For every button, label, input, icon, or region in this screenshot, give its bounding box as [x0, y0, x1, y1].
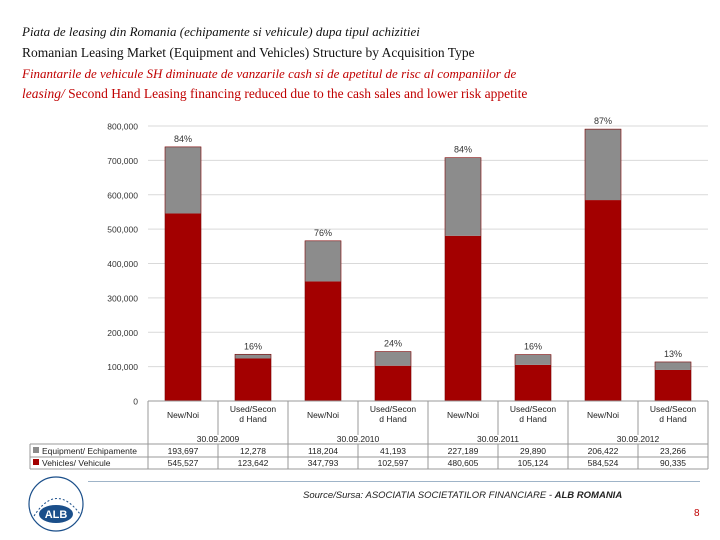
table-value: 480,605 [448, 458, 479, 468]
bar-vehicles [585, 200, 621, 401]
bar-equipment [445, 157, 481, 236]
bar-top-label: 16% [244, 341, 262, 351]
x-group-label: 30.09.2011 [477, 434, 519, 444]
alb-logo: ALB [28, 476, 84, 532]
table-value: 227,189 [448, 446, 479, 456]
y-tick-label: 100,000 [107, 362, 138, 372]
bar-vehicles [165, 213, 201, 401]
bar-vehicles [445, 235, 481, 401]
x-category-label: Used/Secon [650, 404, 697, 414]
subtitle-line-1: Finantarile de vehicule SH diminuate de … [22, 66, 517, 81]
legend-key [33, 459, 39, 465]
y-tick-label: 200,000 [107, 328, 138, 338]
legend-label: Equipment/ Echipamente [42, 446, 137, 456]
table-value: 102,597 [378, 458, 409, 468]
bar-top-label: 84% [174, 134, 192, 144]
page-number: 8 [694, 508, 700, 519]
bar-top-label: 87% [594, 116, 612, 126]
bar-vehicles [375, 365, 411, 401]
source-note: Source/Sursa: ASOCIATIA SOCIETATILOR FIN… [303, 490, 622, 501]
bar-top-label: 16% [524, 342, 542, 352]
title-line-en: Romanian Leasing Market (Equipment and V… [22, 45, 475, 60]
table-value: 90,335 [660, 458, 686, 468]
x-category-label: d Hand [239, 414, 267, 424]
source-prefix: Source/Sursa: ASOCIATIA SOCIETATILOR FIN… [303, 490, 555, 501]
bar-equipment [515, 354, 551, 365]
table-value: 118,204 [308, 446, 338, 456]
bar-vehicles [235, 358, 271, 401]
table-value: 105,124 [518, 458, 549, 468]
y-tick-label: 400,000 [107, 259, 138, 269]
table-value: 584,524 [588, 458, 619, 468]
bar-equipment [655, 361, 691, 370]
y-tick-label: 300,000 [107, 293, 138, 303]
table-value: 23,266 [660, 446, 686, 456]
bar-top-label: 76% [314, 228, 332, 238]
title-line-ro: Piata de leasing din Romania (echipament… [22, 24, 420, 39]
x-category-label: New/Noi [447, 410, 479, 420]
x-category-label: Used/Secon [230, 404, 277, 414]
table-value: 206,422 [588, 446, 619, 456]
bar-equipment [235, 354, 271, 359]
y-tick-label: 500,000 [107, 225, 138, 235]
bar-vehicles [305, 281, 341, 401]
bar-vehicles [515, 364, 551, 401]
x-category-label: New/Noi [307, 410, 339, 420]
x-category-label: d Hand [379, 414, 407, 424]
subtitle-line-2: leasing/ Second Hand Leasing financing r… [22, 86, 527, 102]
bar-vehicles [655, 369, 691, 401]
table-value: 123,642 [238, 458, 269, 468]
subtitle-rest-part: Second Hand Leasing financing reduced du… [64, 86, 528, 101]
x-category-label: New/Noi [167, 410, 199, 420]
legend-key [33, 447, 39, 453]
y-tick-label: 800,000 [107, 122, 138, 132]
table-value: 41,193 [380, 446, 406, 456]
bar-equipment [165, 146, 201, 214]
x-category-label: New/Noi [587, 410, 619, 420]
bar-equipment [305, 240, 341, 282]
bar-top-label: 24% [384, 339, 402, 349]
x-category-label: Used/Secon [370, 404, 417, 414]
source-org: ALB ROMANIA [554, 490, 623, 501]
table-value: 193,697 [168, 446, 199, 456]
y-tick-label: 0 [133, 397, 138, 407]
x-category-label: Used/Secon [510, 404, 557, 414]
bar-top-label: 84% [454, 145, 472, 155]
x-group-label: 30.09.2012 [617, 434, 660, 444]
bar-equipment [375, 351, 411, 366]
bar-top-label: 13% [664, 349, 682, 359]
stacked-bar-chart: 0 100,000 200,000 300,000 400,000 500,000 600,… [29, 116, 709, 470]
legend-label: Vehicles/ Vehicule [42, 458, 111, 468]
table-value: 347,793 [308, 458, 339, 468]
bar-equipment [585, 129, 621, 201]
logo-text: ALB [45, 509, 68, 521]
table-value: 12,278 [240, 446, 266, 456]
x-category-label: d Hand [519, 414, 547, 424]
y-tick-label: 700,000 [107, 156, 138, 166]
x-group-label: 30.09.2010 [337, 434, 380, 444]
subtitle-italic-part: leasing/ [22, 86, 65, 101]
footer-divider [88, 481, 700, 482]
x-group-label: 30.09.2009 [197, 434, 240, 444]
table-value: 29,890 [520, 446, 546, 456]
table-value: 545,527 [168, 458, 199, 468]
y-tick-label: 600,000 [107, 190, 138, 200]
x-category-label: d Hand [659, 414, 687, 424]
